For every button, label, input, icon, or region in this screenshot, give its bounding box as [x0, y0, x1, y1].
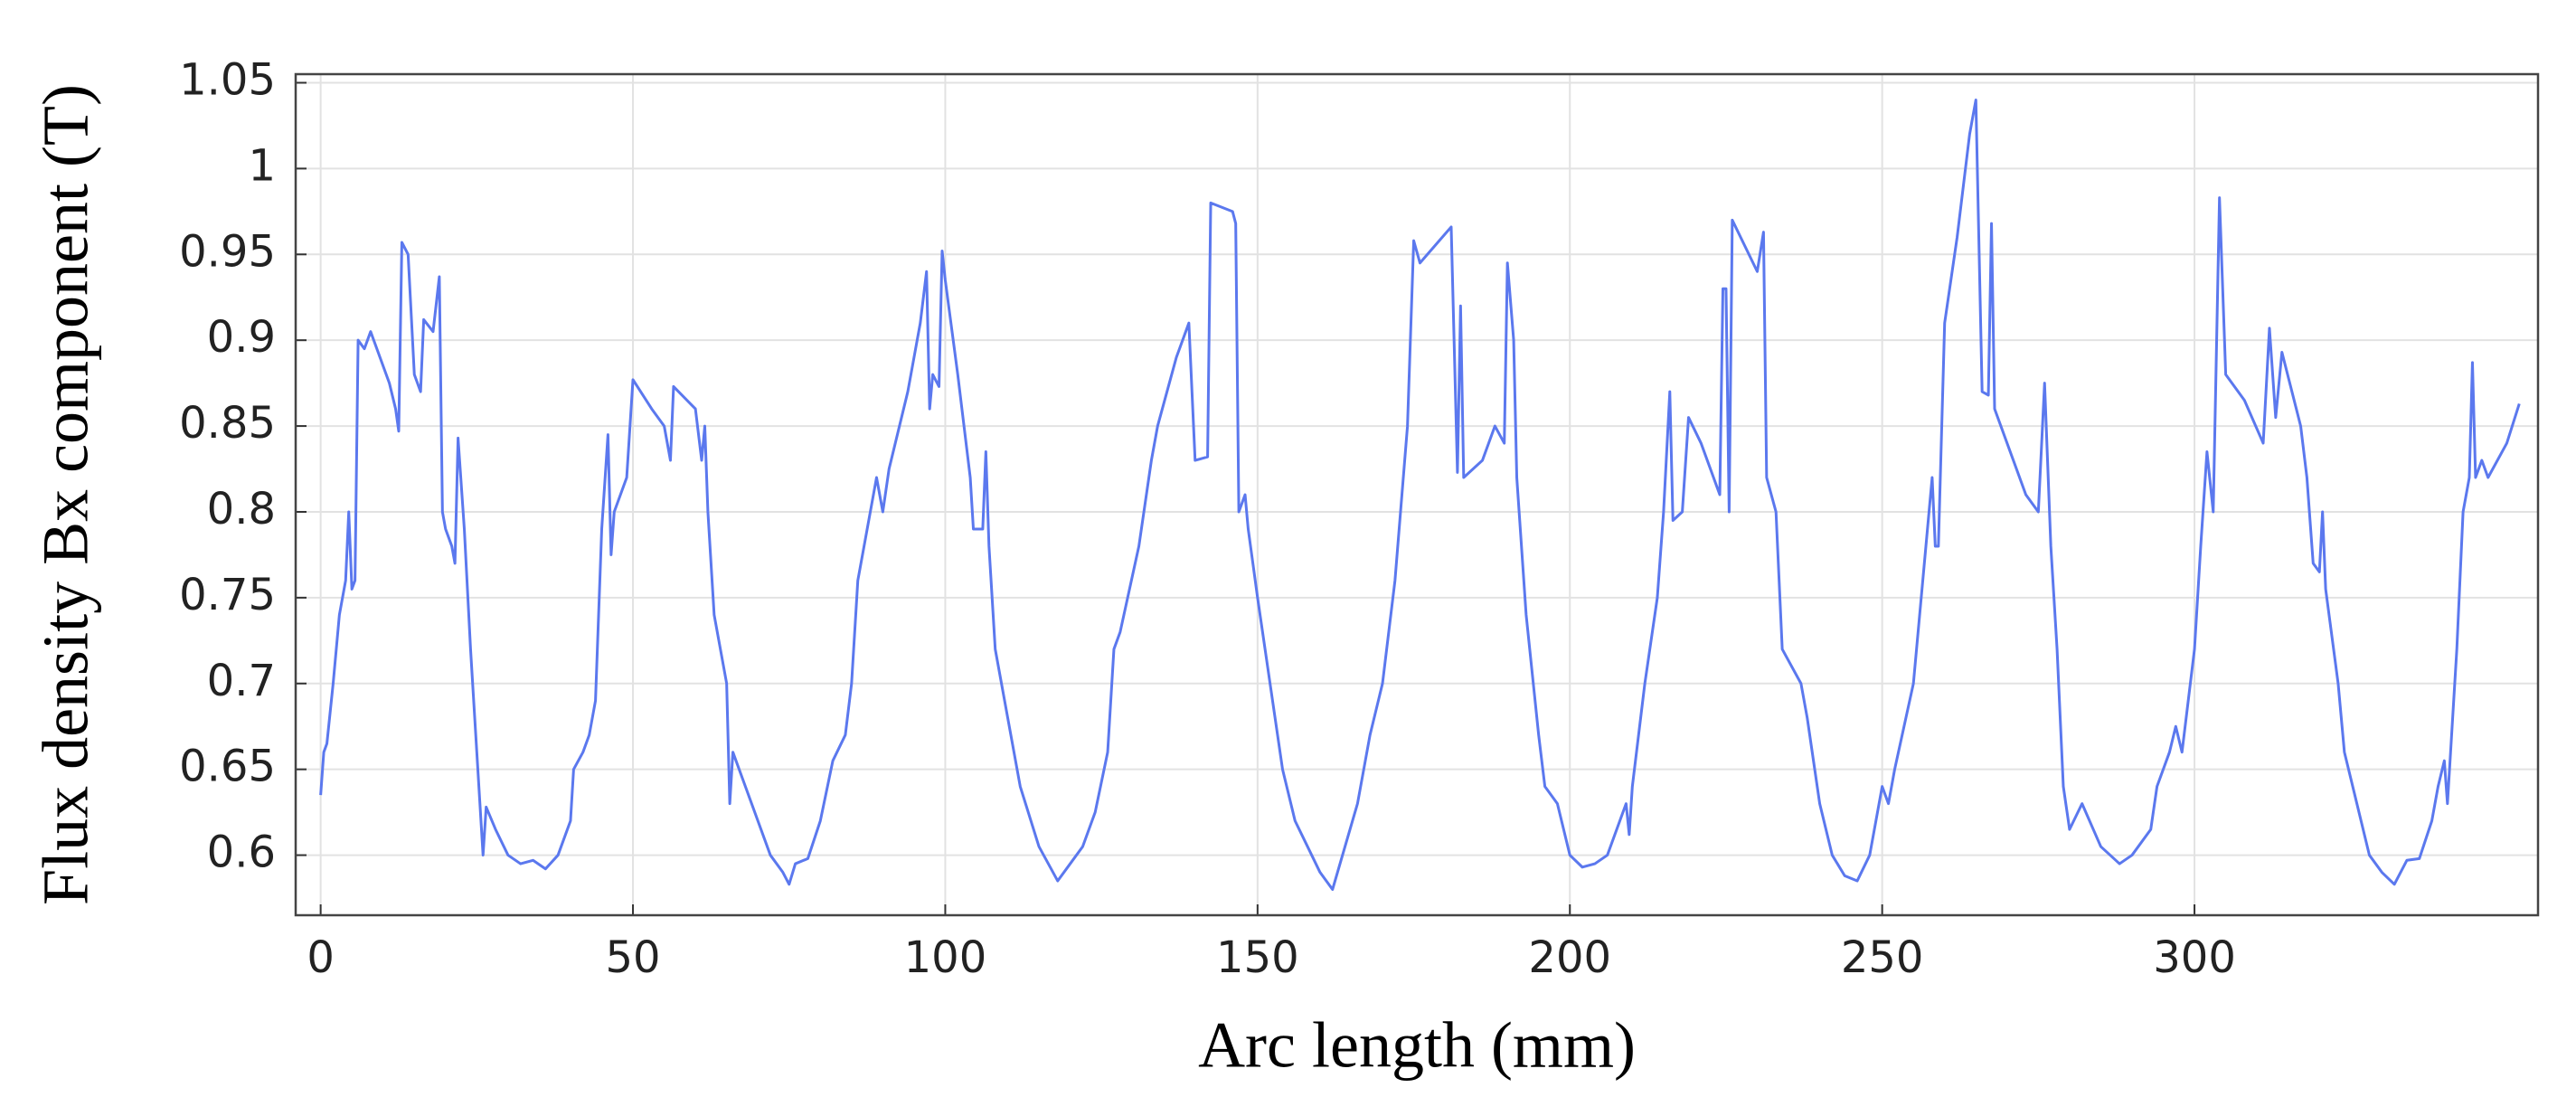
data-line: [319, 98, 2521, 892]
y-tick-label: 0.8: [207, 484, 276, 534]
y-tick-label: 0.85: [179, 398, 276, 449]
y-tick-label: 0.95: [179, 226, 276, 277]
x-tick-label: 50: [605, 932, 660, 983]
x-tick-label: 0: [307, 932, 335, 983]
y-tick-label: 0.9: [207, 312, 276, 363]
y-tick-label: 0.7: [207, 656, 276, 706]
plot-frame: [294, 72, 2540, 917]
x-tick-label: 250: [1841, 932, 1924, 983]
y-tick-label: 0.75: [179, 570, 276, 620]
y-axis-label: Flux density Bx component (T): [30, 84, 102, 905]
x-tick-label: 300: [2153, 932, 2236, 983]
x-tick-label: 150: [1216, 932, 1299, 983]
y-tick-label: 0.65: [179, 742, 276, 792]
y-tick-label: 1.05: [179, 54, 276, 105]
y-tick-label: 1: [248, 140, 276, 191]
x-axis-label: Arc length (mm): [1198, 1009, 1636, 1082]
x-tick-label: 200: [1528, 932, 1611, 983]
x-tick-label: 100: [904, 932, 987, 983]
plot-area: [296, 74, 2538, 915]
y-tick-label: 0.6: [207, 828, 276, 878]
